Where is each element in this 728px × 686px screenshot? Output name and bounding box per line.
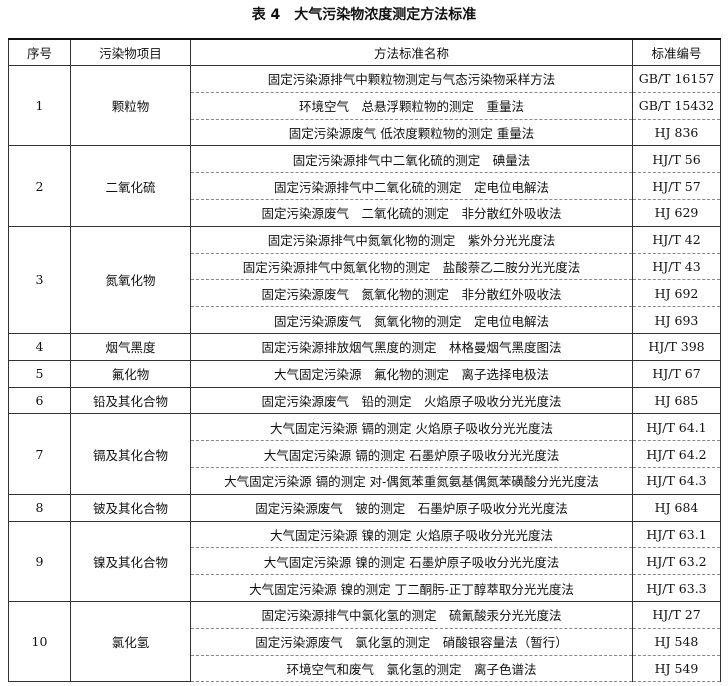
method-row: 9 镍及其化合物 大气固定污染源 镍的测定 火焰原子吸收分光光度法 HJ/T 63.1	[8, 520, 721, 602]
method-row: 固定污染源排气中二氧化硫的测定 定电位电解法 HJ/T 57	[9, 172, 721, 200]
method-name: 固定污染源排气中氯化氢的测定 硫氰酸汞分光光度法	[190, 600, 633, 629]
pollutant-cell: 铍及其化合物	[70, 493, 191, 522]
method-row: 10 氯化氢 固定污染源排气中氯化氢的测定 硫氰酸汞分光光度法 HJ/T 27	[8, 600, 721, 683]
standard-code: HJ/T 56	[632, 145, 721, 174]
standard-code: HJ/T 64.3	[632, 466, 721, 495]
index-cell: 1	[8, 64, 71, 147]
pollutant-cell: 镉及其化合物	[70, 413, 191, 495]
pollutant-cell: 铅及其化合物	[70, 386, 191, 415]
standard-code: HJ/T 64.1	[632, 413, 721, 442]
method-name: 固定污染源排气中颗粒物测定与气态污染物采样方法	[190, 65, 633, 93]
header-row: 序号 污染物项目 方法标准名称 标准编号	[8, 38, 721, 66]
method-row: 环境空气 总悬浮颗粒物的测定 重量法 GB/T 15432	[9, 91, 721, 120]
standard-code: HJ 629	[632, 198, 721, 227]
method-name: 环境空气和废气 氯化氢的测定 离子色谱法	[190, 654, 633, 683]
index-cell: 4	[8, 332, 71, 361]
method-name: 固定污染源废气 氯化氢的测定 硝酸银容量法（暂行）	[190, 627, 633, 656]
method-name: 固定污染源废气 低浓度颗粒物的测定 重量法	[190, 118, 633, 147]
method-row: 大气固定污染源 镍的测定 石墨炉原子吸收分光光度法 HJ/T 63.2	[9, 547, 721, 576]
column-header: 序号	[8, 38, 71, 66]
column-header: 标准编号	[632, 38, 721, 66]
pollutant-cell: 氯化氢	[70, 600, 191, 683]
standard-code: HJ/T 43	[632, 252, 721, 281]
standard-code: HJ/T 67	[632, 359, 721, 388]
method-name: 大气固定污染源 镉的测定 火焰原子吸收分光光度法	[190, 413, 633, 442]
standard-code: HJ/T 63.2	[632, 547, 721, 576]
method-row: 固定污染源废气 低浓度颗粒物的测定 重量法 HJ 836	[9, 118, 721, 147]
standard-code: HJ/T 64.2	[632, 440, 721, 468]
standard-code: HJ/T 27	[632, 600, 721, 629]
method-row: 固定污染源废气 氮氧化物的测定 定电位电解法 HJ 693	[9, 306, 721, 334]
index-cell: 6	[8, 386, 71, 415]
method-row: 7 镉及其化合物 大气固定污染源 镉的测定 火焰原子吸收分光光度法 HJ/T 64.1	[8, 413, 721, 495]
method-name: 固定污染源废气 二氧化硫的测定 非分散红外吸收法	[190, 198, 633, 227]
standard-code: HJ 548	[632, 627, 721, 656]
standard-code: GB/T 16157	[632, 65, 721, 93]
standard-code: HJ/T 63.1	[632, 520, 721, 549]
method-row: 固定污染源排气中氮氧化物的测定 盐酸萘乙二胺分光光度法 HJ/T 43	[9, 252, 721, 281]
index-cell: 8	[8, 493, 71, 522]
index-cell: 7	[8, 413, 71, 495]
method-row: 固定污染源废气 氮氧化物的测定 非分散红外吸收法 HJ 692	[9, 279, 721, 308]
standard-code: GB/T 15432	[632, 91, 721, 120]
standards-table: 序号 污染物项目 方法标准名称 标准编号 1 颗粒物 固定污染源排气中颗粒物测定与气态污染…	[8, 38, 721, 683]
method-row: 大气固定污染源 镉的测定 对-偶氮苯重氮氨基偶氮苯磺酸分光光度法 HJ/T 64.…	[9, 466, 721, 495]
standard-code: HJ/T 57	[632, 172, 721, 200]
method-name: 固定污染源排气中二氧化硫的测定 定电位电解法	[190, 172, 633, 200]
method-row: 6 铅及其化合物 固定污染源废气 铅的测定 火焰原子吸收分光光度法 HJ 685	[8, 386, 721, 415]
index-cell: 5	[8, 359, 71, 388]
standard-code: HJ 692	[632, 279, 721, 308]
method-name: 固定污染源排气中氮氧化物的测定 盐酸萘乙二胺分光光度法	[190, 252, 633, 281]
method-name: 大气固定污染源 镍的测定 火焰原子吸收分光光度法	[190, 520, 633, 549]
method-name: 固定污染源废气 氮氧化物的测定 非分散红外吸收法	[190, 279, 633, 308]
standard-code: HJ/T 398	[632, 332, 721, 361]
method-name: 固定污染源排气中二氧化硫的测定 碘量法	[190, 145, 633, 174]
method-name: 大气固定污染源 镍的测定 石墨炉原子吸收分光光度法	[190, 547, 633, 576]
method-name: 大气固定污染源 氟化物的测定 离子选择电极法	[190, 359, 633, 388]
method-row: 固定污染源废气 氯化氢的测定 硝酸银容量法（暂行） HJ 548	[9, 627, 721, 656]
pollutant-cell: 颗粒物	[70, 64, 191, 147]
column-header: 方法标准名称	[190, 38, 633, 66]
standard-code: HJ/T 63.3	[632, 574, 721, 602]
column-header: 污染物项目	[70, 38, 191, 66]
method-row: 5 氟化物 大气固定污染源 氟化物的测定 离子选择电极法 HJ/T 67	[8, 359, 721, 388]
method-row: 2 二氧化硫 固定污染源排气中二氧化硫的测定 碘量法 HJ/T 56	[8, 145, 721, 227]
index-cell: 9	[8, 520, 71, 602]
method-row: 固定污染源废气 二氧化硫的测定 非分散红外吸收法 HJ 629	[9, 198, 721, 227]
method-row: 1 颗粒物 固定污染源排气中颗粒物测定与气态污染物采样方法 GB/T 16157	[8, 64, 721, 147]
method-name: 环境空气 总悬浮颗粒物的测定 重量法	[190, 91, 633, 120]
standard-code: HJ 685	[632, 386, 721, 415]
method-name: 大气固定污染源 镉的测定 对-偶氮苯重氮氨基偶氮苯磺酸分光光度法	[190, 466, 633, 495]
method-name: 固定污染源废气 氮氧化物的测定 定电位电解法	[190, 306, 633, 334]
standard-code: HJ 549	[632, 654, 721, 683]
method-row: 环境空气和废气 氯化氢的测定 离子色谱法 HJ 549	[9, 654, 721, 683]
method-name: 大气固定污染源 镉的测定 石墨炉原子吸收分光光度法	[190, 440, 633, 468]
method-name: 固定污染源废气 铅的测定 火焰原子吸收分光光度法	[190, 386, 633, 415]
standard-code: HJ/T 42	[632, 225, 721, 254]
standard-code: HJ 836	[632, 118, 721, 147]
method-row: 8 铍及其化合物 固定污染源废气 铍的测定 石墨炉原子吸收分光光度法 HJ 684	[8, 493, 721, 522]
pollutant-cell: 烟气黑度	[70, 332, 191, 361]
method-row: 大气固定污染源 镉的测定 石墨炉原子吸收分光光度法 HJ/T 64.2	[9, 440, 721, 468]
method-row: 3 氮氧化物 固定污染源排气中氮氧化物的测定 紫外分光光度法 HJ/T 42	[8, 225, 721, 334]
method-row: 4 烟气黑度 固定污染源排放烟气黑度的测定 林格曼烟气黑度图法 HJ/T 398	[8, 332, 721, 361]
method-name: 固定污染源废气 铍的测定 石墨炉原子吸收分光光度法	[190, 493, 633, 522]
pollutant-cell: 氮氧化物	[70, 225, 191, 334]
pollutant-cell: 氟化物	[70, 359, 191, 388]
method-name: 大气固定污染源 镍的测定 丁二酮肟-正丁醇萃取分光光度法	[190, 574, 633, 602]
pollutant-cell: 二氧化硫	[70, 145, 191, 227]
standard-code: HJ 693	[632, 306, 721, 334]
method-name: 固定污染源排放烟气黑度的测定 林格曼烟气黑度图法	[190, 332, 633, 361]
pollutant-cell: 镍及其化合物	[70, 520, 191, 602]
method-row: 大气固定污染源 镍的测定 丁二酮肟-正丁醇萃取分光光度法 HJ/T 63.3	[9, 574, 721, 602]
index-cell: 2	[8, 145, 71, 227]
method-name: 固定污染源排气中氮氧化物的测定 紫外分光光度法	[190, 225, 633, 254]
index-cell: 3	[8, 225, 71, 334]
standard-code: HJ 684	[632, 493, 721, 522]
table-title: 表 4 大气污染物浓度测定方法标准	[251, 7, 477, 23]
index-cell: 10	[8, 600, 71, 683]
